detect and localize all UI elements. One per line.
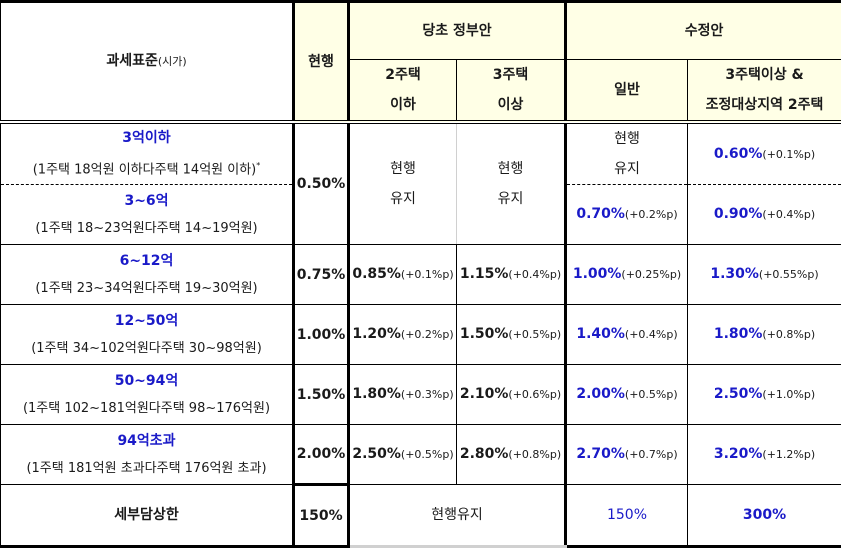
rev-general-rate: 1.40%(+0.4%p) [566,305,688,365]
header-tax-base-label: 과세표준 [106,53,158,69]
footnote-mark: * [256,161,260,170]
header-rev-general: 일반 [566,60,688,123]
orig-2house-rate: 2.50%(+0.5%p) [349,425,457,485]
rev-general-rate: 2.70%(+0.7%p) [566,425,688,485]
current-rate: 2.00% [294,425,349,485]
bracket-cell: 50~94억 (1주택 102~181억원다주택 98~176억원) [1,365,294,425]
current-rate: 0.75% [294,245,349,305]
rev-general-rate: 현행 유지 [566,122,688,185]
table-row: 12~50억 (1주택 34~102억원다주택 30~98억원) 1.00% 1… [1,305,841,365]
header-tax-base: 과세표준(시가) [1,2,294,123]
orig-2house-rate: 현행 유지 [349,122,457,245]
rev-general-rate: 2.00%(+0.5%p) [566,365,688,425]
orig-2house-rate: 1.80%(+0.3%p) [349,365,457,425]
header-original-gov: 당초 정부안 [349,2,566,60]
header-orig-2house: 2주택 이하 [349,60,457,123]
orig-3house-rate: 현행 유지 [457,122,566,245]
table-row: 94억초과 (1주택 181억원 초과다주택 176억원 초과) 2.00% 2… [1,425,841,485]
header-orig-3house: 3주택 이상 [457,60,566,123]
rev-multi-rate: 2.50%(+1.0%p) [688,365,841,425]
bracket-cell: 3~6억 (1주택 18~23억원다주택 14~19억원) [1,185,294,245]
current-rate: 1.00% [294,305,349,365]
rev-multi-rate: 0.90%(+0.4%p) [688,185,841,245]
table-row: 6~12억 (1주택 23~34억원다주택 19~30억원) 0.75% 0.8… [1,245,841,305]
tax-cap-rev-general: 150% [566,485,688,547]
bracket-cell: 6~12억 (1주택 23~34억원다주택 19~30억원) [1,245,294,305]
orig-2house-rate: 0.85%(+0.1%p) [349,245,457,305]
orig-3house-rate: 2.10%(+0.6%p) [457,365,566,425]
rev-general-rate: 1.00%(+0.25%p) [566,245,688,305]
orig-3house-rate: 1.15%(+0.4%p) [457,245,566,305]
bracket-cell: 3억이하 (1주택 18억원 이하다주택 14억원 이하)* [1,122,294,185]
rev-multi-rate: 1.80%(+0.8%p) [688,305,841,365]
tax-cap-original: 현행유지 [349,485,566,547]
bracket-cell: 94억초과 (1주택 181억원 초과다주택 176억원 초과) [1,425,294,485]
header-current: 현행 [294,2,349,123]
header-rev-multi: 3주택이상 & 조정대상지역 2주택 [688,60,841,123]
tax-cap-label: 세부담상한 [1,485,294,547]
orig-2house-rate: 1.20%(+0.2%p) [349,305,457,365]
current-rate: 0.50% [294,122,349,245]
rev-multi-rate: 0.60%(+0.1%p) [688,122,841,185]
tax-cap-current: 150% [294,485,349,547]
tax-cap-rev-multi: 300% [688,485,841,547]
rev-multi-rate: 1.30%(+0.55%p) [688,245,841,305]
rev-general-rate: 0.70%(+0.2%p) [566,185,688,245]
header-revised: 수정안 [566,2,841,60]
header-tax-base-note: (시가) [158,55,187,68]
table-row: 3억이하 (1주택 18억원 이하다주택 14억원 이하)* 0.50% 현행 … [1,122,841,185]
current-rate: 1.50% [294,365,349,425]
tax-cap-row: 세부담상한 150% 현행유지 150% 300% [1,485,841,547]
orig-3house-rate: 1.50%(+0.5%p) [457,305,566,365]
bracket-cell: 12~50억 (1주택 34~102억원다주택 30~98억원) [1,305,294,365]
orig-3house-rate: 2.80%(+0.8%p) [457,425,566,485]
rev-multi-rate: 3.20%(+1.2%p) [688,425,841,485]
table-row: 50~94억 (1주택 102~181억원다주택 98~176억원) 1.50%… [1,365,841,425]
